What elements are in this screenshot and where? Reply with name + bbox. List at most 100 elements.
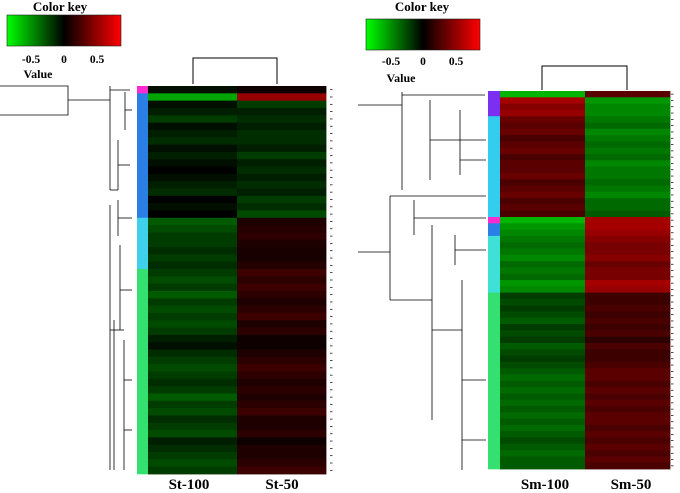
sm-heatmap-cell <box>500 380 586 388</box>
sm-heatmap-cell <box>500 166 586 174</box>
st-heatmap-cell <box>237 210 327 219</box>
sm-heatmap-cell <box>585 450 671 457</box>
sm-heatmap-cell <box>585 217 671 224</box>
sm-heatmap-cell <box>500 431 586 438</box>
sm-heatmap-cell <box>500 191 586 199</box>
st-heatmap-cell <box>148 225 238 233</box>
st-heatmap-cell <box>148 122 238 131</box>
sm-heatmap-cell <box>500 456 586 464</box>
sm-color-key-tick-zero: 0 <box>420 56 426 68</box>
sm-heatmap-cell <box>500 154 586 161</box>
st-heatmap-cell <box>237 305 327 314</box>
st-heatmap-cell <box>148 298 238 307</box>
sm-heatmap-cell <box>585 103 671 111</box>
sm-cluster-bar-1 <box>488 116 500 218</box>
st-heatmap-cell <box>237 232 327 241</box>
st-heatmap-cell <box>148 400 238 409</box>
st-heatmap-cell <box>237 327 327 336</box>
st-cluster-bar-2 <box>137 217 148 270</box>
st-color-key-title: Color key <box>33 0 88 14</box>
sm-heatmap-cell <box>585 191 671 199</box>
st-heatmap-cell <box>237 459 327 468</box>
sm-heatmap-cell <box>585 229 671 237</box>
sm-row-dendrogram <box>358 92 486 470</box>
st-heatmap-cell <box>237 144 327 153</box>
st-row-dendrogram <box>0 85 132 470</box>
st-heatmap-cell <box>148 444 238 453</box>
sm-heatmap-cell <box>585 443 671 451</box>
st-heatmap-cell <box>237 298 327 307</box>
st-heatmap-cell <box>237 290 327 299</box>
sm-heatmap-cell <box>585 223 671 230</box>
st-heatmap-cell <box>148 371 238 380</box>
sm-heatmap-cell <box>585 330 671 338</box>
sm-heatmap-cell <box>585 198 671 205</box>
st-heatmap-cell <box>148 430 238 438</box>
sm-heatmap-cell <box>585 324 671 331</box>
st-heatmap-cell <box>237 334 327 343</box>
st-heatmap-cell <box>237 129 327 138</box>
sm-heatmap-cell <box>585 406 671 413</box>
st-heatmap-cell <box>148 334 238 343</box>
st-heatmap-cell <box>237 452 327 460</box>
st-cluster-bar-1 <box>137 93 148 219</box>
sm-heatmap-cell <box>500 128 586 136</box>
st-heatmap-cell <box>148 210 238 219</box>
st-color-key-tick-zero: 0 <box>61 54 67 66</box>
sm-heatmap-cell <box>500 330 586 338</box>
sm-heatmap-cell <box>585 424 671 432</box>
st-heatmap-cell <box>148 386 238 394</box>
st-heatmap-cell <box>148 437 238 446</box>
sm-heatmap-cell <box>500 97 586 104</box>
st-heatmap-cell <box>237 181 327 189</box>
st-heatmap-cell <box>148 137 238 145</box>
sm-heatmap-cell <box>500 368 586 375</box>
st-heatmap-cell <box>148 269 238 277</box>
sm-heatmap-cell <box>585 235 671 243</box>
st-heatmap-cell <box>148 151 238 160</box>
sm-cluster-sidebar <box>488 91 500 470</box>
sm-heatmap-cell <box>585 305 671 312</box>
sm-heatmap-cell <box>585 355 671 363</box>
st-heatmap-cell <box>237 137 327 145</box>
st-heatmap-cell <box>148 203 238 211</box>
sm-heatmap-cell <box>585 374 671 382</box>
st-heatmap-cell <box>237 466 327 475</box>
st-heatmap-cell <box>148 312 238 321</box>
st-heatmap-cell <box>148 349 238 358</box>
sm-heatmap-cell <box>585 336 671 344</box>
sm-heatmap-cell <box>500 261 586 268</box>
st-heatmap-cell <box>148 254 238 263</box>
sm-heatmap-cell <box>500 172 586 180</box>
sm-heatmap-cell <box>585 311 671 319</box>
sm-heatmap-cell <box>585 135 671 142</box>
sm-heatmap-cell <box>585 97 671 104</box>
sm-heatmap-cell <box>500 343 586 350</box>
sm-heatmap-cell <box>500 286 586 293</box>
sm-heatmap-cell <box>500 122 586 130</box>
sm-heatmap-cell <box>585 147 671 155</box>
sm-panel: Color key -0.5 0 0.5 Value <box>358 0 674 493</box>
st-heatmap-cell <box>237 217 327 226</box>
st-heatmap-cell <box>148 452 238 460</box>
sm-heatmap-cell <box>500 109 586 117</box>
sm-heatmap-cell <box>500 412 586 419</box>
sm-heatmap-cell <box>500 450 586 457</box>
st-heatmap-cell <box>237 93 327 102</box>
st-heatmap-cell <box>237 239 327 248</box>
sm-heatmap-cell <box>585 456 671 464</box>
st-heatmap-cell <box>237 349 327 358</box>
st-heatmap-cell <box>237 378 327 387</box>
st-heatmap-cell <box>148 129 238 138</box>
sm-row-ticks <box>671 93 674 467</box>
st-heatmap-cell <box>148 247 238 255</box>
sm-cluster-bar-5 <box>488 292 500 470</box>
sm-heatmap-cell <box>585 387 671 394</box>
st-heatmap-cells <box>148 86 327 475</box>
sm-heatmap-cells <box>500 91 671 470</box>
st-heatmap-cell <box>237 247 327 255</box>
st-heatmap-cell <box>237 415 327 424</box>
st-heatmap-cell <box>148 393 238 402</box>
sm-heatmap-cell <box>585 368 671 375</box>
